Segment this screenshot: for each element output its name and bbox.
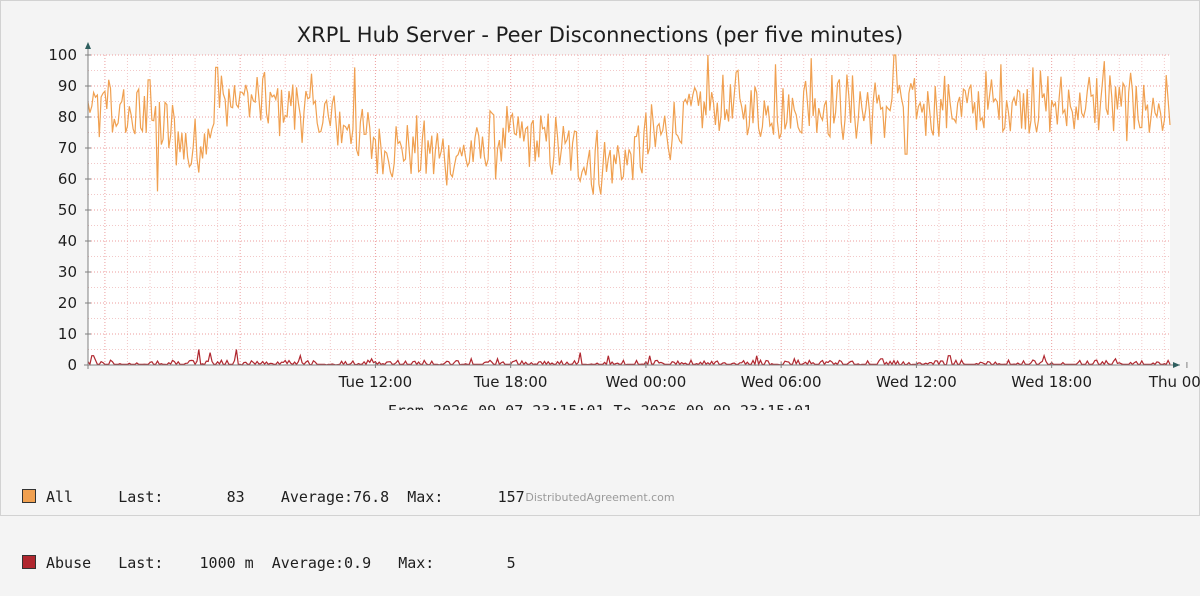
y-tick-label: 40 (58, 232, 77, 250)
credit-text: DistributedAgreement.com (525, 491, 675, 504)
y-tick-labels: 0 10 20 30 40 50 60 70 80 90 100 (48, 46, 77, 374)
legend-swatch-all (22, 489, 36, 503)
y-tick-label: 90 (58, 77, 77, 95)
y-tick-label: 60 (58, 170, 77, 188)
x-tick-label: Wed 12:00 (876, 373, 957, 391)
time-range-label: From 2026-09-07 23:15:01 To 2026-09-09 2… (388, 402, 812, 410)
y-tick-label: 80 (58, 108, 77, 126)
series-line-all (87, 54, 1171, 195)
y-tick-label: 0 (67, 356, 77, 374)
x-tick-label: Wed 06:00 (741, 373, 822, 391)
x-tick-labels: Tue 12:00 Tue 18:00 Wed 00:00 Wed 06:00 Wed … (338, 373, 1200, 391)
chart-title: XRPL Hub Server - Peer Disconnections (p… (296, 23, 904, 47)
series-layer (87, 54, 1171, 367)
major-grid (88, 54, 1170, 365)
legend-row-all: All Last: 83 Average:76.8 Max: 157 (22, 486, 525, 508)
y-tick-label: 100 (48, 46, 77, 64)
y-tick-label: 50 (58, 201, 77, 219)
y-tick-label: 20 (58, 294, 77, 312)
x-tick-label: Thu 00:00 (1148, 373, 1200, 391)
legend: All Last: 83 Average:76.8 Max: 157 Abuse… (22, 442, 525, 596)
legend-swatch-abuse (22, 555, 36, 569)
x-axis-arrow (1173, 362, 1180, 368)
minor-grid (88, 55, 1170, 365)
axes (84, 42, 1188, 369)
chart-plot: 0 10 20 30 40 50 60 70 80 90 100 Tue 12:00 Tue 18:0… (48, 42, 1200, 410)
x-tick-label: Wed 18:00 (1011, 373, 1092, 391)
x-tick-label: Tue 12:00 (338, 373, 413, 391)
legend-row-abuse: Abuse Last: 1000 m Average:0.9 Max: 5 (22, 552, 525, 574)
y-tick-label: 10 (58, 325, 77, 343)
y-axis-arrow (85, 42, 91, 49)
y-tick-label: 30 (58, 263, 77, 281)
series-line-abuse (87, 349, 1171, 367)
x-tick-label: Tue 18:00 (473, 373, 548, 391)
y-tick-label: 70 (58, 139, 77, 157)
x-tick-label: Wed 00:00 (606, 373, 687, 391)
